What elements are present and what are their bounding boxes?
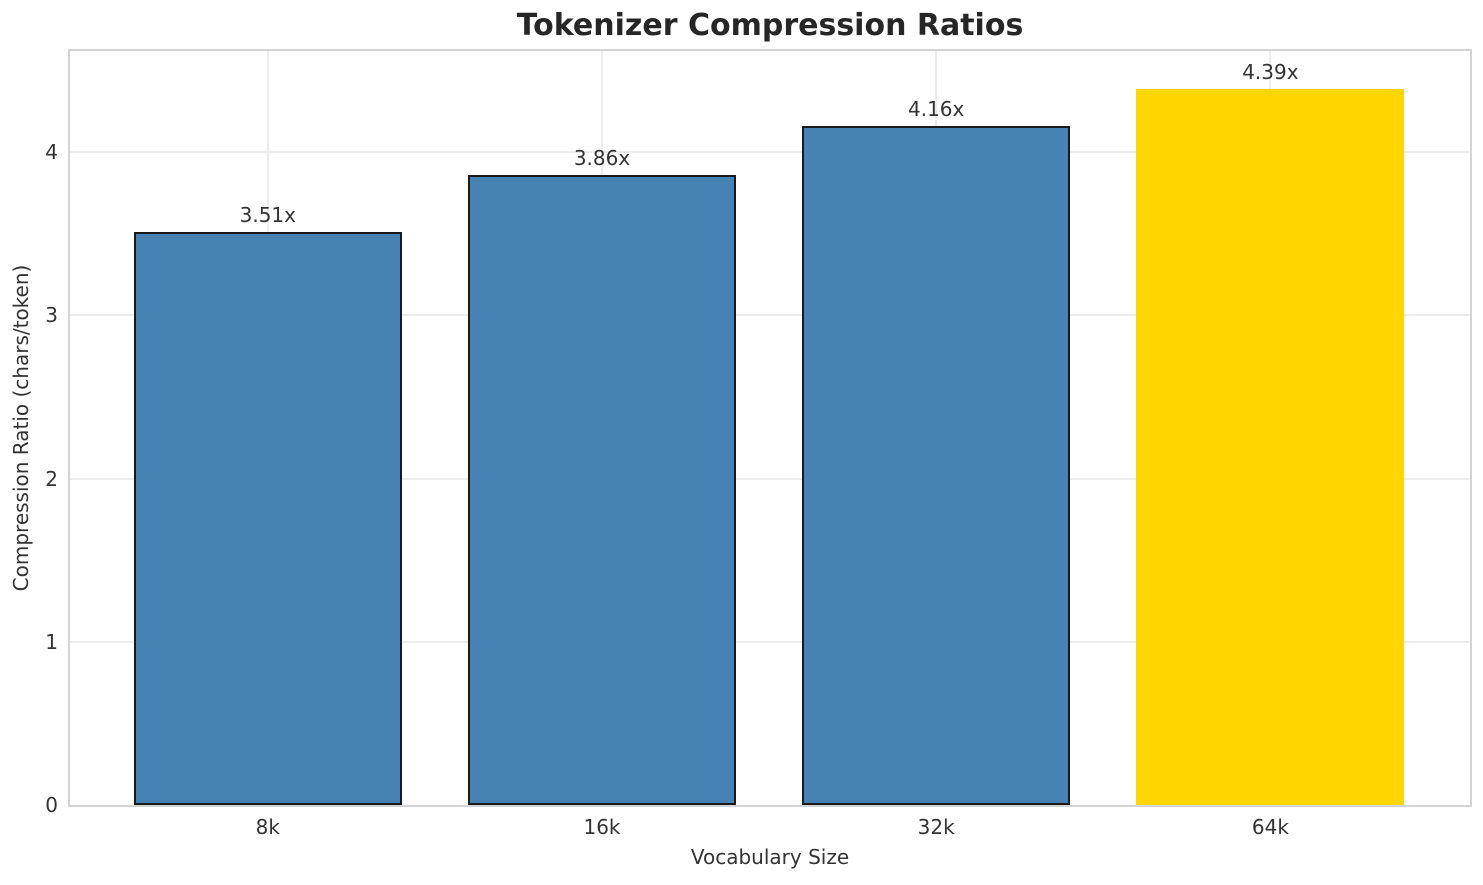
- bar-32k: [802, 126, 1071, 805]
- y-tick-label: 3: [45, 303, 58, 328]
- y-axis-label: Compression Ratio (chars/token): [9, 264, 33, 592]
- bar-8k: [133, 232, 402, 805]
- y-tick-label: 1: [45, 629, 58, 654]
- plot-area: 3.51x 3.86x 4.16x 4.39x: [68, 49, 1472, 807]
- h-gridline: [70, 314, 1470, 317]
- bar-value-label: 4.39x: [1242, 59, 1299, 84]
- x-axis-label: Vocabulary Size: [690, 845, 850, 869]
- bar-16k: [468, 175, 736, 805]
- y-tick-label: 2: [45, 466, 58, 491]
- x-tick-label: 16k: [583, 815, 621, 839]
- x-tick-label: 64k: [1251, 815, 1289, 839]
- chart-title: Tokenizer Compression Ratios: [516, 8, 1024, 43]
- x-tick-label: 32k: [917, 815, 955, 839]
- bar-value-label: 3.51x: [239, 203, 296, 228]
- h-gridline: [70, 151, 1470, 154]
- bar-value-label: 4.16x: [908, 97, 965, 122]
- y-tick-label: 4: [45, 140, 58, 165]
- bar-64k: [1136, 88, 1405, 805]
- y-tick-label: 0: [45, 793, 58, 817]
- h-gridline: [70, 477, 1470, 480]
- x-tick-label: 8k: [255, 815, 280, 839]
- h-gridline: [70, 640, 1470, 643]
- bar-value-label: 3.86x: [573, 146, 631, 171]
